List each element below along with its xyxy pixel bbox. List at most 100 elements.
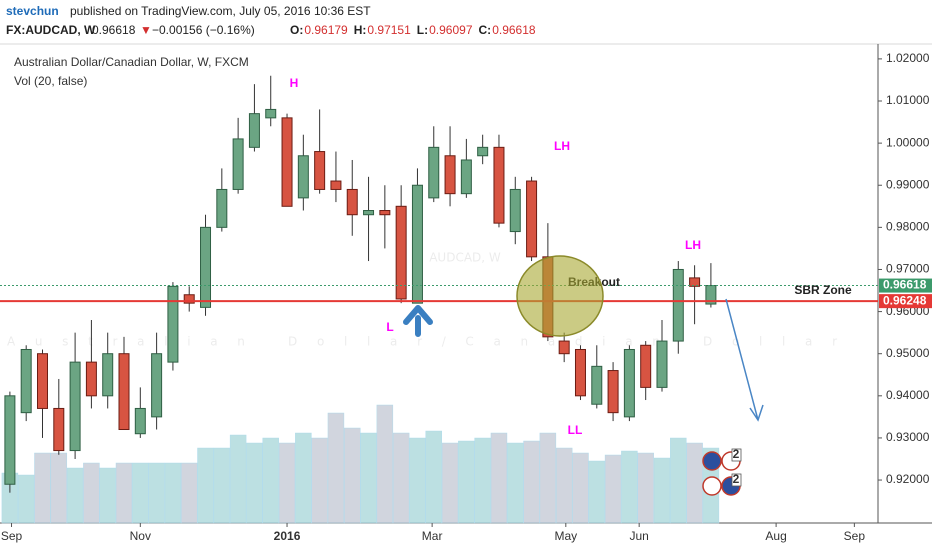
breakout-circle: [516, 255, 604, 337]
volume-bar: [392, 432, 410, 524]
legend-entry: Vol (20, false): [14, 74, 87, 88]
price-label: 0.96248: [883, 293, 927, 307]
volume-tint: [99, 468, 116, 523]
last-price: 0.96618: [92, 23, 136, 37]
candle-body: [493, 146, 505, 224]
legend-entry: Australian Dollar/Canadian Dollar, W, FX…: [14, 55, 249, 69]
candle-body: [297, 155, 309, 199]
x-tick-label: Nov: [130, 529, 151, 543]
volume-bar: [507, 442, 524, 524]
volume-bar: [637, 452, 654, 524]
volume-tint: [181, 463, 198, 523]
candle-body: [526, 180, 538, 258]
candle-body: [477, 146, 489, 157]
candle-body: [102, 353, 114, 397]
y-tick-label: 1.00000: [886, 135, 930, 149]
published: published on TradingView.com, July 05, 2…: [70, 4, 371, 18]
candle-body: [330, 180, 342, 190]
drawings: [403, 255, 764, 496]
x-tick-label: May: [554, 529, 577, 543]
volume-tint: [507, 443, 524, 523]
candle-body: [134, 407, 146, 435]
volume-bar: [34, 452, 51, 524]
volume-bar: [83, 462, 100, 524]
y-tick-label: 0.93000: [886, 430, 930, 444]
annotation: L: [386, 320, 393, 334]
volume-bar: [164, 462, 182, 524]
volume-bar: [99, 467, 116, 524]
volume-tint: [686, 443, 703, 523]
y-tick-label: 0.94000: [886, 388, 930, 402]
symbol: FX:AUDCAD, W: [6, 23, 96, 37]
volume-bar: [148, 462, 165, 524]
volume-bar: [197, 447, 214, 524]
volume-bar: [360, 432, 377, 524]
candle-body: [640, 344, 652, 388]
badge-box: [731, 448, 742, 462]
candle-body: [167, 285, 179, 363]
candle-body: [656, 340, 668, 388]
volume-bar: [604, 454, 622, 524]
volume-tint: [262, 438, 279, 523]
volume-bar: [66, 467, 84, 524]
volume-tint: [393, 433, 410, 523]
author[interactable]: stevchun: [6, 4, 59, 18]
candle-body: [4, 395, 16, 485]
volume-bar: [588, 460, 606, 524]
candle-body: [623, 348, 635, 418]
volume-bar: [327, 412, 345, 524]
badge: 2: [733, 447, 740, 461]
candle-body: [411, 184, 423, 304]
price-label-box: [879, 294, 932, 309]
volume-bar: [17, 474, 35, 524]
volume-bar: [311, 437, 328, 524]
volume-tint: [653, 458, 670, 523]
x-tick-label: Jun: [629, 529, 648, 543]
volume-tint: [67, 468, 84, 523]
candle-body: [53, 407, 65, 452]
candle-body: [346, 188, 358, 216]
volume-tint: [442, 443, 459, 523]
volume-tint: [213, 448, 230, 523]
annotation: LL: [568, 423, 583, 437]
candle-body: [379, 210, 391, 216]
badge: 2: [733, 472, 740, 486]
candle-body: [232, 138, 244, 190]
flag-ca[interactable]: [702, 476, 722, 496]
volume-tint: [605, 455, 622, 523]
candle-body: [705, 285, 717, 305]
candle-body: [36, 353, 48, 409]
flag-au[interactable]: [702, 451, 722, 471]
candle-body: [265, 108, 277, 119]
volume-tint: [539, 433, 556, 523]
volume-bar: [213, 447, 231, 524]
candle-body: [248, 113, 260, 148]
candle-body: [689, 277, 701, 287]
candle-body: [395, 205, 407, 300]
volume-tint: [18, 475, 35, 523]
candle-body: [607, 370, 619, 414]
volume-tint: [164, 463, 181, 523]
volume-tint: [360, 433, 377, 523]
volume-bar: [555, 447, 573, 524]
volume-bar: [115, 462, 133, 524]
candle-body: [20, 348, 32, 414]
candle-body: [460, 159, 472, 195]
volume-tint: [637, 453, 654, 523]
volume-tint: [83, 463, 100, 523]
x-tick-label: Aug: [765, 529, 786, 543]
volume-tint: [556, 448, 573, 523]
ohlc-value: 0.97151: [367, 23, 411, 37]
volume-tint: [50, 453, 67, 523]
candle-body: [591, 365, 603, 405]
x-tick-label: Sep: [844, 529, 866, 543]
plot: Australian Dollar/Canadian Dollar, W, FX…: [0, 55, 878, 493]
annotation: LH: [554, 139, 570, 153]
y-tick-label: 0.95000: [886, 346, 930, 360]
volume: [1, 404, 720, 524]
volume-tint: [490, 433, 507, 523]
volume-bar: [376, 404, 394, 524]
change: −0.00156 (−0.16%): [152, 23, 255, 37]
ohlc-key: O:: [290, 23, 303, 37]
